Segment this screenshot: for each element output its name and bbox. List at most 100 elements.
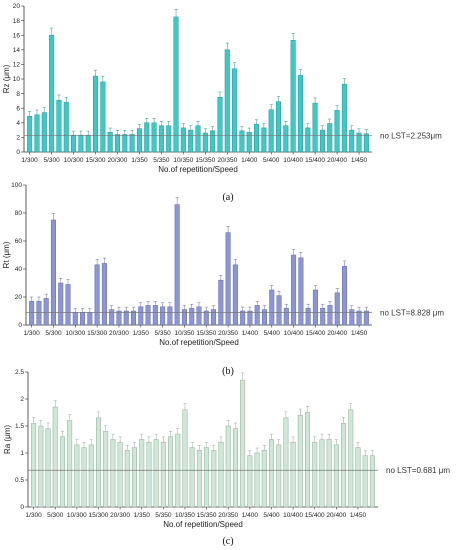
bar xyxy=(341,423,347,508)
bar xyxy=(146,441,152,508)
y-tick-label: 40 xyxy=(15,266,23,273)
bar xyxy=(87,312,93,326)
x-tick-label: 1/300 xyxy=(23,330,40,337)
bar xyxy=(254,124,260,153)
bar xyxy=(114,134,121,153)
y-tick-label: 8 xyxy=(16,91,20,98)
bar xyxy=(196,450,202,508)
bar xyxy=(195,125,201,153)
bar xyxy=(67,420,73,508)
bar xyxy=(110,439,116,508)
x-tick-label: 20/300 xyxy=(109,330,129,337)
bar xyxy=(173,16,179,153)
x-tick-label: 5/400 xyxy=(264,330,281,337)
y-tick-label: 14 xyxy=(13,47,21,54)
bar xyxy=(94,264,100,326)
chart-panel-3: 00.511.522.5no LST=0.681 μm1/300 5/300 10/… xyxy=(3,369,450,547)
bar xyxy=(349,309,355,326)
bar xyxy=(334,110,340,153)
bar xyxy=(327,305,333,326)
bar xyxy=(52,406,58,508)
bar xyxy=(168,436,174,508)
bar xyxy=(305,307,311,326)
bar xyxy=(312,289,318,326)
bar xyxy=(261,450,267,508)
bar xyxy=(72,312,78,326)
bar xyxy=(116,310,122,326)
bar xyxy=(151,122,157,153)
bar xyxy=(139,439,145,508)
bar xyxy=(297,414,303,508)
x-tick-label: 10/400 xyxy=(283,512,303,519)
y-tick-label: 4 xyxy=(16,120,20,127)
y-tick-label: 100 xyxy=(11,182,22,189)
y-tick-label: 20 xyxy=(13,3,21,10)
bar xyxy=(124,450,130,508)
y-tick-label: 0 xyxy=(16,149,20,156)
x-tick-label: 5/350 xyxy=(153,157,170,164)
bar xyxy=(261,309,267,326)
bar xyxy=(38,425,44,508)
bar xyxy=(341,83,347,153)
bar xyxy=(211,450,217,508)
bar xyxy=(160,441,166,508)
x-tick-label: 1/450 xyxy=(350,512,367,519)
x-tick-label: 5/350 xyxy=(154,330,171,337)
bar xyxy=(363,133,369,153)
bar xyxy=(320,307,326,326)
x-tick-label: 1/300 xyxy=(25,512,42,519)
bar xyxy=(153,439,159,508)
panel-label: (b) xyxy=(222,366,234,377)
bar xyxy=(80,312,86,326)
bar xyxy=(297,75,303,153)
x-tick-label: 15/300 xyxy=(86,157,106,164)
bar xyxy=(232,428,238,508)
y-axis-title: Rz (μm) xyxy=(2,64,11,93)
bar xyxy=(312,102,318,153)
x-tick-label: 1/450 xyxy=(351,330,368,337)
bar xyxy=(225,232,231,326)
bar xyxy=(232,68,238,153)
bar xyxy=(95,417,101,508)
panel-label: (a) xyxy=(222,192,233,203)
bar xyxy=(275,101,282,153)
y-tick-label: 1 xyxy=(20,450,24,457)
y-tick-label: 10 xyxy=(13,76,21,83)
y-tick-label: 0 xyxy=(18,322,22,329)
reference-label: no LST=8.828 μm xyxy=(380,309,444,318)
bar xyxy=(312,441,318,508)
bar xyxy=(369,455,375,508)
x-tick-label: 20/400 xyxy=(326,512,346,519)
bar xyxy=(232,264,238,326)
x-tick-label: 1/350 xyxy=(134,512,151,519)
bar xyxy=(283,307,289,326)
x-tick-label: 15/300 xyxy=(87,330,107,337)
bar xyxy=(348,409,354,508)
bar xyxy=(109,309,115,326)
bar xyxy=(291,254,297,326)
bar xyxy=(131,310,137,326)
x-tick-label: 10/350 xyxy=(173,157,193,164)
x-tick-label: 5/400 xyxy=(263,512,280,519)
bar xyxy=(122,134,128,153)
x-tick-label: 5/300 xyxy=(43,157,60,164)
bar xyxy=(65,284,71,326)
bar xyxy=(74,444,80,508)
y-tick-label: 60 xyxy=(15,238,23,245)
y-tick-label: 2 xyxy=(16,135,20,142)
bar xyxy=(71,134,77,153)
x-tick-label: 1/350 xyxy=(131,157,148,164)
x-tick-label: 15/350 xyxy=(197,512,217,519)
x-tick-label: 15/400 xyxy=(305,512,325,519)
x-tick-label: 10/350 xyxy=(175,512,195,519)
bar xyxy=(333,444,339,508)
bar xyxy=(34,114,40,153)
bar xyxy=(362,455,368,508)
x-tick-label: 20/350 xyxy=(217,157,237,164)
bar xyxy=(240,379,246,508)
bar xyxy=(211,309,217,326)
bar xyxy=(132,447,138,508)
bar xyxy=(319,439,325,508)
bar xyxy=(174,204,180,326)
